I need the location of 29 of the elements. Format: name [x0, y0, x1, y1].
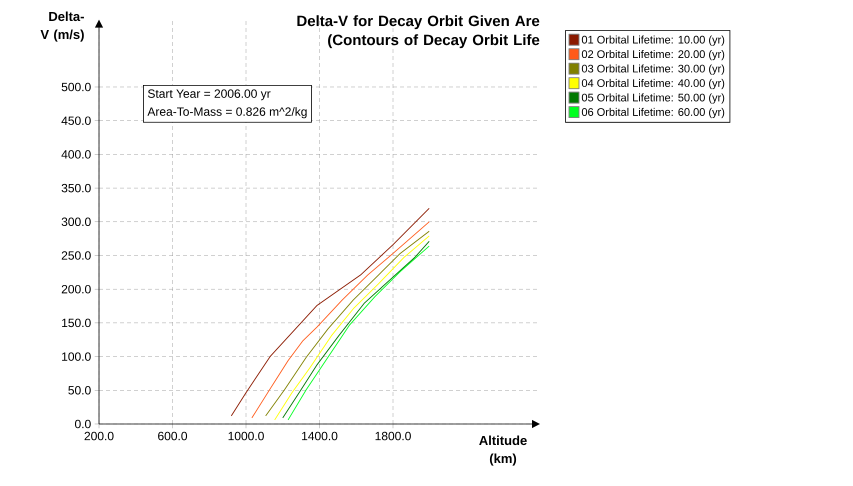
x-axis-title: Altitude (km) — [479, 436, 527, 466]
x-tick-label: 200.0 — [84, 432, 114, 440]
y-tick-label: 0.0 — [75, 420, 91, 428]
y-tick-label: 500.0 — [62, 82, 91, 92]
x-tick-label: 1000.0 — [228, 432, 264, 440]
legend-label: 03 Orbital Lifetime: 30.00 (yr) — [582, 64, 724, 75]
x-tick-label: 1400.0 — [302, 432, 338, 440]
y-tick-label: 50.0 — [68, 386, 91, 395]
y-tick-label: 150.0 — [62, 318, 91, 328]
y-axis-title: Delta-V (m/s) — [40, 12, 84, 42]
x-tick-label: 600.0 — [158, 432, 188, 440]
y-tick-label: 200.0 — [62, 284, 91, 294]
y-tick-label: 100.0 — [62, 352, 91, 361]
chart-title: Delta-V for Decay Orbit Given Are — [297, 15, 540, 30]
legend-label: 05 Orbital Lifetime: 50.00 (yr) — [582, 93, 724, 104]
y-tick-label: 450.0 — [61, 116, 91, 125]
annotation: Area-To-Mass = 0.826 m^2/kg — [147, 107, 307, 118]
legend-label: 02 Orbital Lifetime: 20.00 (yr) — [582, 50, 724, 60]
y-tick-label: 250.0 — [62, 251, 91, 260]
legend-label: 01 Orbital Lifetime: 10.00 (yr) — [582, 36, 724, 46]
x-tick-label: 1800.0 — [376, 432, 411, 440]
legend-label: 04 Orbital Lifetime: 40.00 (yr) — [582, 78, 724, 90]
annotation: Start Year = 2006.00 yr — [148, 89, 270, 100]
line-series — [230, 208, 430, 416]
legend-label: 06 Orbital Lifetime: 60.00 (yr) — [582, 108, 724, 118]
y-tick-label: 350.0 — [62, 184, 91, 192]
y-tick-label: 400.0 — [61, 150, 91, 159]
text: (Contours of Decay Orbit Life — [328, 34, 540, 48]
y-tick-label: 300.0 — [62, 218, 91, 226]
